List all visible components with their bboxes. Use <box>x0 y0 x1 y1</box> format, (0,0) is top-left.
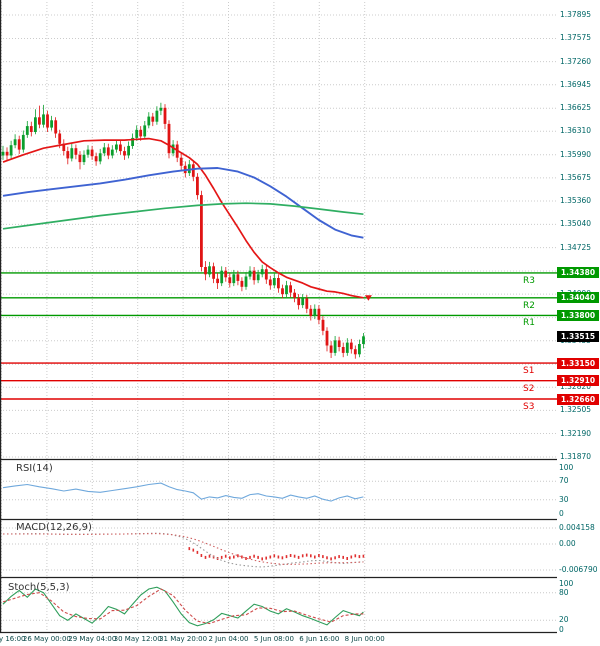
macd-scale-label: 0.00 <box>559 538 576 548</box>
macd-indicator-label: MACD(12,26,9) <box>16 522 92 533</box>
resistance-price-badge-R1: 1.33800 <box>557 309 599 321</box>
time-axis-label: 30 May 12:00 <box>113 635 162 643</box>
price-axis-label: 1.35675 <box>560 172 592 182</box>
time-axis-label: 29 May 04:00 <box>68 635 117 643</box>
ma-mid-line <box>2 167 364 239</box>
price-axis-label: 1.32505 <box>560 405 592 415</box>
price-axis-label: 1.31870 <box>560 452 592 461</box>
support-label-S1: S1 <box>523 366 535 377</box>
stoch-scale-label: 20 <box>559 615 569 625</box>
stoch-scale-label: 0 <box>559 624 564 634</box>
time-axis-label: 25 May 16:00 <box>0 635 26 643</box>
macd-scale-label: 0.004158 <box>559 523 595 532</box>
stoch-line-0 <box>2 586 364 627</box>
time-axis-label: 8 Jun 00:00 <box>344 635 385 643</box>
macd-line-1 <box>3 533 364 565</box>
price-axis-label: 1.37575 <box>560 33 592 43</box>
macd-scale-label: -0.006790 <box>559 565 598 574</box>
support-price-badge-S3: 1.32660 <box>557 393 599 405</box>
ma-fast-end-marker <box>364 295 372 301</box>
stoch-indicator-label: Stoch(5,5,3) <box>8 582 70 593</box>
price-axis-label: 1.35360 <box>560 195 592 205</box>
price-axis-label: 1.37895 <box>560 10 592 19</box>
price-axis-label: 1.36625 <box>560 103 592 113</box>
ma-fast-line <box>2 137 364 299</box>
resistance-label-R2: R2 <box>523 300 535 311</box>
support-price-badge-S2: 1.32910 <box>557 375 599 387</box>
time-axis-label: 26 May 00:00 <box>22 635 71 643</box>
ma-slow-line <box>2 202 364 230</box>
price-axis-label: 1.36945 <box>560 79 592 89</box>
resistance-price-badge-R2: 1.34040 <box>557 292 599 304</box>
rsi-line-0 <box>2 482 364 502</box>
time-axis-label: 31 May 20:00 <box>159 635 208 643</box>
time-axis-label: 2 Jun 04:00 <box>208 635 249 643</box>
price-axis-label: 1.37260 <box>560 56 592 66</box>
price-axis-label: 1.35040 <box>560 219 592 229</box>
resistance-label-R3: R3 <box>523 275 535 286</box>
resistance-price-badge-R3: 1.34380 <box>557 267 599 279</box>
price-axis-label: 1.32820 <box>560 382 592 392</box>
rsi-scale-label: 70 <box>559 476 569 486</box>
price-axis-label: 1.35990 <box>560 149 592 159</box>
support-price-badge-S1: 1.33150 <box>557 357 599 369</box>
candlestick-series <box>1 102 365 359</box>
time-axis-label: 5 Jun 08:00 <box>253 635 294 643</box>
time-axis-label: 6 Jun 16:00 <box>299 635 340 643</box>
rsi-scale-label: 100 <box>559 462 574 472</box>
support-label-S3: S3 <box>523 402 535 413</box>
stoch-scale-label: 100 <box>559 578 574 588</box>
current-price-badge: 1.33515 <box>557 330 599 342</box>
rsi-scale-label: 30 <box>559 494 569 504</box>
price-axis-label: 1.36310 <box>560 126 592 136</box>
rsi-indicator-label: RSI(14) <box>16 463 53 474</box>
rsi-scale-label: 0 <box>559 508 564 518</box>
price-axis-label: 1.34725 <box>560 242 592 252</box>
stoch-scale-label: 80 <box>559 587 569 597</box>
price-axis-label: 1.32190 <box>560 428 592 438</box>
support-label-S2: S2 <box>523 383 535 394</box>
resistance-label-R1: R1 <box>523 318 535 329</box>
